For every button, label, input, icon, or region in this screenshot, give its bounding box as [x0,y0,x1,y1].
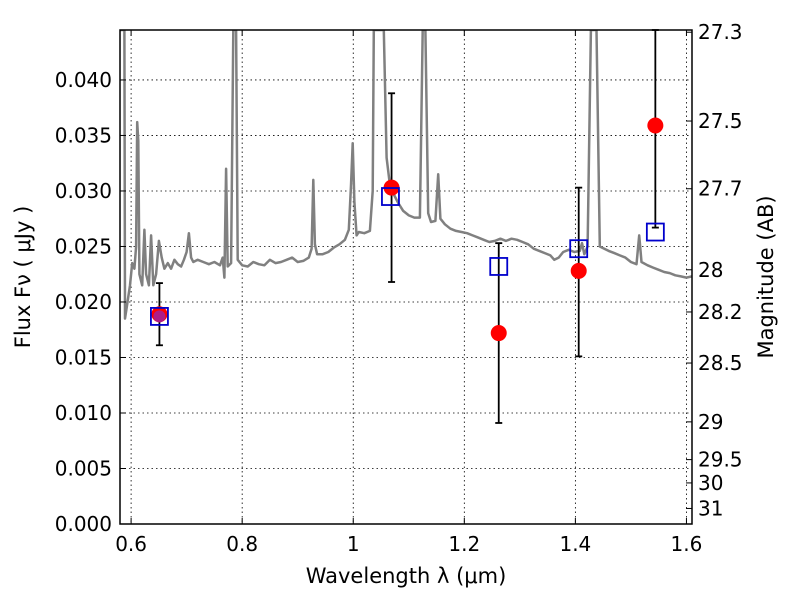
x-tick-label: 1.2 [448,532,480,556]
right-tick-label: 29.5 [698,448,743,472]
right-tick-label: 28.2 [698,300,743,324]
model-point [569,239,589,259]
measured-point [647,117,664,134]
y-tick-label: 0.030 [55,179,112,203]
model-point [150,307,169,326]
model-point [381,187,400,206]
x-tick-label: 1.4 [559,532,591,556]
right-tick-label: 31 [698,496,723,520]
y-tick-label: 0.020 [55,290,112,314]
x-tick-label: 1 [347,532,360,556]
plot-background [120,30,692,524]
y-tick-label: 0.035 [55,123,112,147]
spectrum-line [120,30,692,320]
x-tick-label: 0.8 [226,532,258,556]
model-point [645,222,665,242]
x-tick-label: 1.6 [671,532,703,556]
measured-point [490,325,507,342]
measured-point [570,262,587,279]
right-tick-label: 29 [698,410,723,434]
overlap-marker [153,310,166,323]
right-tick-label: 27.7 [698,177,743,201]
y-tick-label: 0.040 [55,68,112,92]
y-tick-label: 0.025 [55,234,112,258]
right-tick-label: 27.5 [698,109,743,133]
y-tick-label: 0.005 [55,456,112,480]
y-tick-label: 0.000 [55,512,112,536]
x-axis-label: Wavelength λ (μm) [306,564,507,588]
y-axis-label: Flux Fν ( μJy ) [11,206,35,349]
right-tick-label: 27.3 [698,20,743,44]
right-axis-label: Magnitude (AB) [754,195,778,358]
right-tick-label: 30 [698,471,723,495]
model-point [489,257,509,276]
y-tick-label: 0.015 [55,345,112,369]
plot-frame [119,29,693,525]
right-tick-label: 28.5 [698,351,743,375]
plot-area [120,30,692,320]
ticks: 0.6 0.8 1 1.2 1.4 1.6 0.000 0.005 0.010 0.015 0.02… [55,20,743,556]
right-tick-label: 28 [698,258,723,282]
x-tick-label: 0.6 [115,532,147,556]
markers [150,29,665,424]
y-tick-label: 0.010 [55,401,112,425]
